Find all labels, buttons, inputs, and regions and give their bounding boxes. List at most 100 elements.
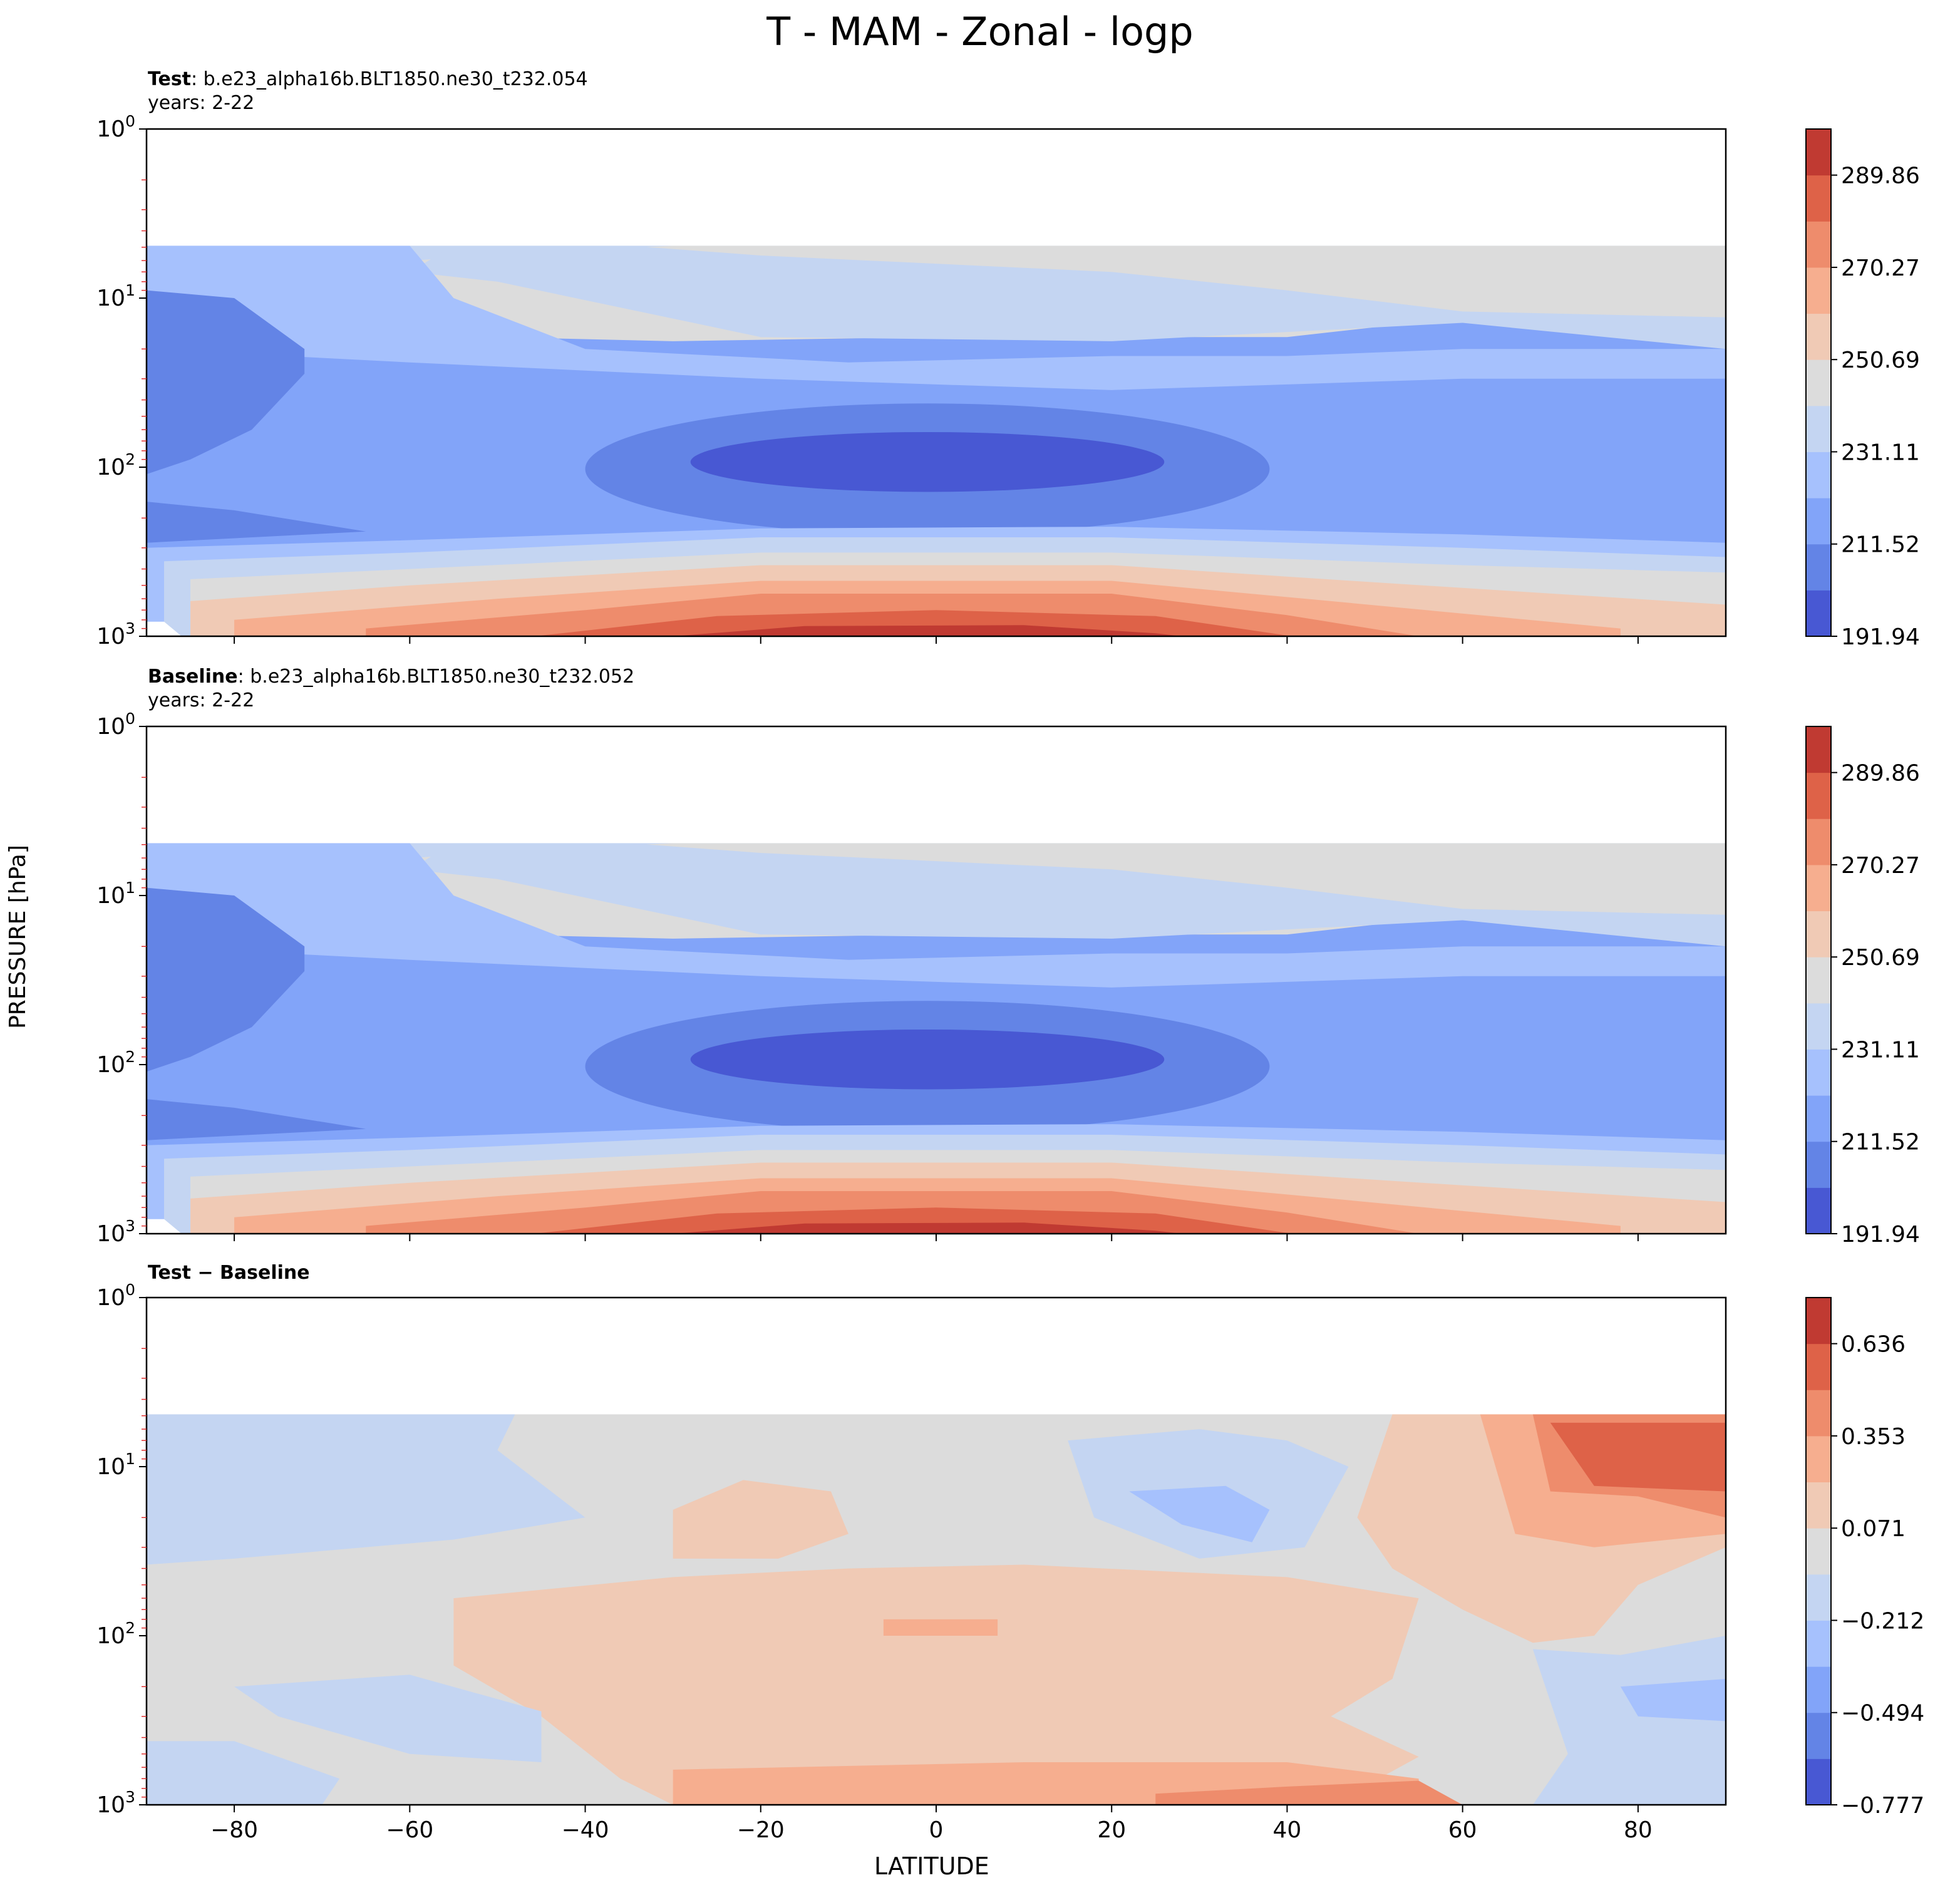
y-tick-label: 103	[96, 1217, 135, 1247]
panel-years: years: 2-22	[148, 92, 255, 114]
x-axis-label: LATITUDE	[874, 1852, 989, 1880]
x-tick-label: 80	[1624, 1817, 1653, 1843]
band-221	[147, 245, 1726, 390]
colorbar-segment	[1806, 1528, 1831, 1575]
diff-sw-cool	[147, 1414, 585, 1565]
x-tick-label: 60	[1448, 1817, 1477, 1843]
panel-1: 100 101 102 103 191.94 211.52 231.11 250.69 270.…	[96, 710, 1920, 1247]
colorbar-tick-label: 270.27	[1841, 853, 1920, 879]
colorbar-segment	[1806, 1574, 1831, 1621]
colorbar-frame	[1805, 726, 1832, 1234]
colorbar-segment	[1806, 452, 1831, 498]
colorbar-segment	[1806, 1003, 1831, 1050]
colorbar-tick-label: 231.11	[1841, 440, 1920, 465]
diff-ne-cooler	[1620, 1678, 1726, 1722]
polar-sw-cold	[147, 887, 305, 1072]
colorbar-segment	[1806, 1187, 1831, 1234]
diff-warm-surface-core	[1155, 1780, 1463, 1805]
colorbar-segment	[1806, 1343, 1831, 1390]
colorbar-tick-label: 191.94	[1841, 624, 1920, 650]
colorbar-tick-label: 289.86	[1841, 163, 1920, 189]
colorbar-tick-label: 250.69	[1841, 348, 1920, 373]
contour-field	[147, 1298, 1726, 1805]
colorbar-tick-label: 289.86	[1841, 761, 1920, 787]
colorbar-segment	[1806, 267, 1831, 314]
colorbar-segment	[1806, 864, 1831, 912]
panel-case: : b.e23_alpha16b.BLT1850.ne30_t232.052	[237, 666, 635, 688]
diff-sw-cool-low	[234, 1675, 542, 1762]
panel-title-baseline: Baseline: b.e23_alpha16b.BLT1850.ne30_t2…	[148, 665, 634, 713]
colorbar-segment	[1806, 1620, 1831, 1667]
panel-title-diff: Test − Baseline	[148, 1261, 310, 1285]
colorbar-segment	[1806, 590, 1831, 637]
colorbar-segment	[1806, 1758, 1831, 1805]
band-221	[147, 843, 1726, 988]
colorbar-tick-label: 270.27	[1841, 256, 1920, 281]
colorbar-segment	[1806, 544, 1831, 591]
x-tick-label: −60	[386, 1817, 433, 1843]
no-data-top	[147, 726, 1726, 844]
colorbar-segment	[1806, 1390, 1831, 1437]
panel-label: Test − Baseline	[148, 1262, 310, 1284]
diff-warm-upper	[673, 1480, 848, 1559]
band-289	[541, 610, 1287, 636]
colorbar-tick-label: 0.353	[1841, 1424, 1906, 1450]
y-tick-label: 101	[96, 281, 135, 311]
x-tick-label: −20	[737, 1817, 785, 1843]
polar-sw-cold-low	[147, 502, 366, 543]
diff-warm-trop	[453, 1564, 1419, 1805]
panel-2: −80 −60 −40 −20 0 20 40 60 80 100 101 102 103 −0.777 −…	[96, 1281, 1924, 1843]
colorbar-segment	[1806, 818, 1831, 865]
y-tick-label: 100	[96, 710, 135, 740]
colorbar-frame	[1805, 128, 1832, 637]
colorbar-segment	[1806, 313, 1831, 360]
y-tick-label: 100	[96, 1281, 135, 1311]
colorbar-tick-label: 250.69	[1841, 945, 1920, 971]
panel-years: years: 2-22	[148, 689, 255, 711]
polar-sw-cold-low	[147, 1099, 366, 1140]
diff-warm-n-core	[1550, 1422, 1726, 1492]
diff-warm-spot	[883, 1619, 998, 1636]
y-tick-label: 101	[96, 1450, 135, 1480]
contour-field	[147, 726, 1726, 1234]
figure-title: T - MAM - Zonal - logp	[766, 9, 1194, 54]
x-tick-label: 0	[929, 1817, 944, 1843]
no-data-top	[147, 129, 1726, 246]
y-tick-label: 103	[96, 619, 135, 649]
colorbar-tick-label: 231.11	[1841, 1037, 1920, 1063]
panel-title-test: Test: b.e23_alpha16b.BLT1850.ne30_t232.0…	[148, 68, 588, 115]
colorbar-segment	[1806, 1049, 1831, 1096]
x-tick-label: −40	[562, 1817, 609, 1843]
diff-sw-surface	[147, 1741, 340, 1805]
panel-label: Test	[148, 68, 192, 90]
colorbar-tick-label: −0.212	[1841, 1608, 1924, 1634]
y-tick-label: 103	[96, 1788, 135, 1818]
diff-cooler-ne	[1129, 1485, 1270, 1542]
band-231	[410, 843, 1726, 947]
x-tick-label: −80	[210, 1817, 258, 1843]
colorbar-tick-label: 211.52	[1841, 532, 1920, 558]
panel-case: : b.e23_alpha16b.BLT1850.ne30_t232.054	[191, 68, 588, 90]
colorbar-segment	[1806, 1095, 1831, 1142]
panel-0: 100 101 102 103 191.94 211.52 231.11 250.69 270.…	[96, 112, 1920, 650]
colorbar-segment	[1806, 175, 1831, 222]
colorbar-segment	[1806, 911, 1831, 958]
no-data-corner	[147, 1219, 182, 1234]
colorbar-segment	[1806, 221, 1831, 268]
y-tick-label: 100	[96, 112, 135, 142]
colorbar-segment	[1806, 498, 1831, 545]
no-data-corner	[147, 621, 182, 636]
colorbar-tick-label: 211.52	[1841, 1130, 1920, 1155]
colorbar-segment	[1806, 405, 1831, 452]
colorbar-segment	[1806, 1298, 1831, 1345]
colorbar-segment	[1806, 359, 1831, 406]
panel-label: Baseline	[148, 666, 238, 688]
polar-sw-cold	[147, 290, 305, 475]
contour-field	[147, 129, 1726, 636]
band-299	[673, 1222, 1182, 1234]
diff-ne-cool-low	[1532, 1636, 1726, 1805]
colorbar-segment	[1806, 1666, 1831, 1713]
colorbar-tick-label: 191.94	[1841, 1222, 1920, 1247]
tropical-cold-core	[690, 431, 1165, 492]
